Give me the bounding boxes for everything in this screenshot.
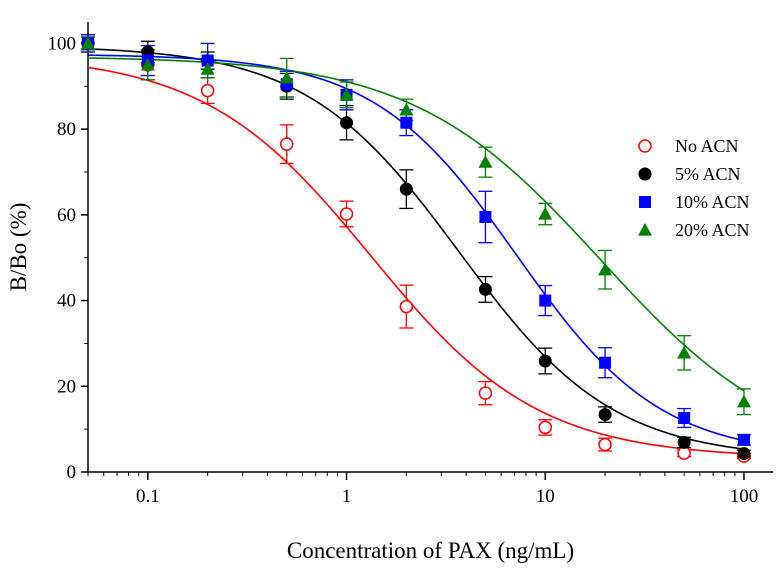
data-point <box>339 207 354 221</box>
y-tick-label: 60 <box>57 205 76 226</box>
data-point <box>478 386 493 400</box>
data-point <box>478 282 492 296</box>
data-point <box>598 262 613 276</box>
data-point <box>538 354 552 368</box>
y-axis-title: B/Bo (%) <box>6 203 31 292</box>
legend-marker <box>638 139 652 153</box>
data-point <box>737 433 750 446</box>
legend-marker <box>639 196 651 208</box>
y-tick-label: 40 <box>57 291 76 312</box>
data-point <box>140 57 155 71</box>
data-point <box>340 116 354 130</box>
fit-curve <box>87 54 745 442</box>
data-point <box>81 36 95 50</box>
data-point <box>539 294 552 307</box>
y-tick-label: 100 <box>48 33 77 54</box>
data-point <box>599 356 612 369</box>
fit-curve <box>87 57 745 392</box>
data-point <box>677 435 691 449</box>
data-point <box>279 70 294 84</box>
legend-label: 10% ACN <box>675 192 750 212</box>
data-point <box>538 207 553 220</box>
fit-curve <box>87 66 745 455</box>
legend-label: No ACN <box>675 136 739 156</box>
y-tick-label: 20 <box>57 376 76 397</box>
data-point <box>479 211 492 223</box>
data-point <box>598 408 612 422</box>
data-point <box>677 345 692 359</box>
data-point <box>400 116 413 129</box>
data-point <box>399 102 414 116</box>
legend-label: 5% ACN <box>675 164 741 184</box>
data-point <box>677 446 691 460</box>
y-tick-label: 80 <box>57 119 76 140</box>
y-tick-label: 0 <box>67 462 77 483</box>
data-point <box>339 87 354 101</box>
x-tick-label: 100 <box>730 486 759 507</box>
data-point <box>201 54 214 67</box>
x-tick-label: 1 <box>342 486 352 507</box>
legend-marker <box>638 223 652 236</box>
legend: No ACN 5% ACN 10% ACN 20% ACN <box>638 136 750 240</box>
x-axis-title: Concentration of PAX (ng/mL) <box>287 538 574 563</box>
x-tick-label: 10 <box>536 486 555 507</box>
data-point <box>399 182 413 196</box>
data-points <box>81 36 751 463</box>
data-point <box>478 155 493 168</box>
data-point <box>736 394 751 408</box>
data-point <box>737 447 751 461</box>
data-point <box>678 412 691 424</box>
data-point <box>200 62 215 75</box>
data-point <box>538 420 552 435</box>
data-point <box>399 299 414 314</box>
x-tick-label: 0.1 <box>136 486 160 507</box>
data-point <box>598 437 612 452</box>
data-point <box>279 137 294 151</box>
fit-curves <box>87 48 745 455</box>
axes: 0 20 40 60 80 100 0.1 1 10 100 <box>48 22 773 507</box>
legend-label: 20% ACN <box>675 220 750 240</box>
data-point <box>200 83 215 98</box>
legend-marker <box>638 167 652 181</box>
